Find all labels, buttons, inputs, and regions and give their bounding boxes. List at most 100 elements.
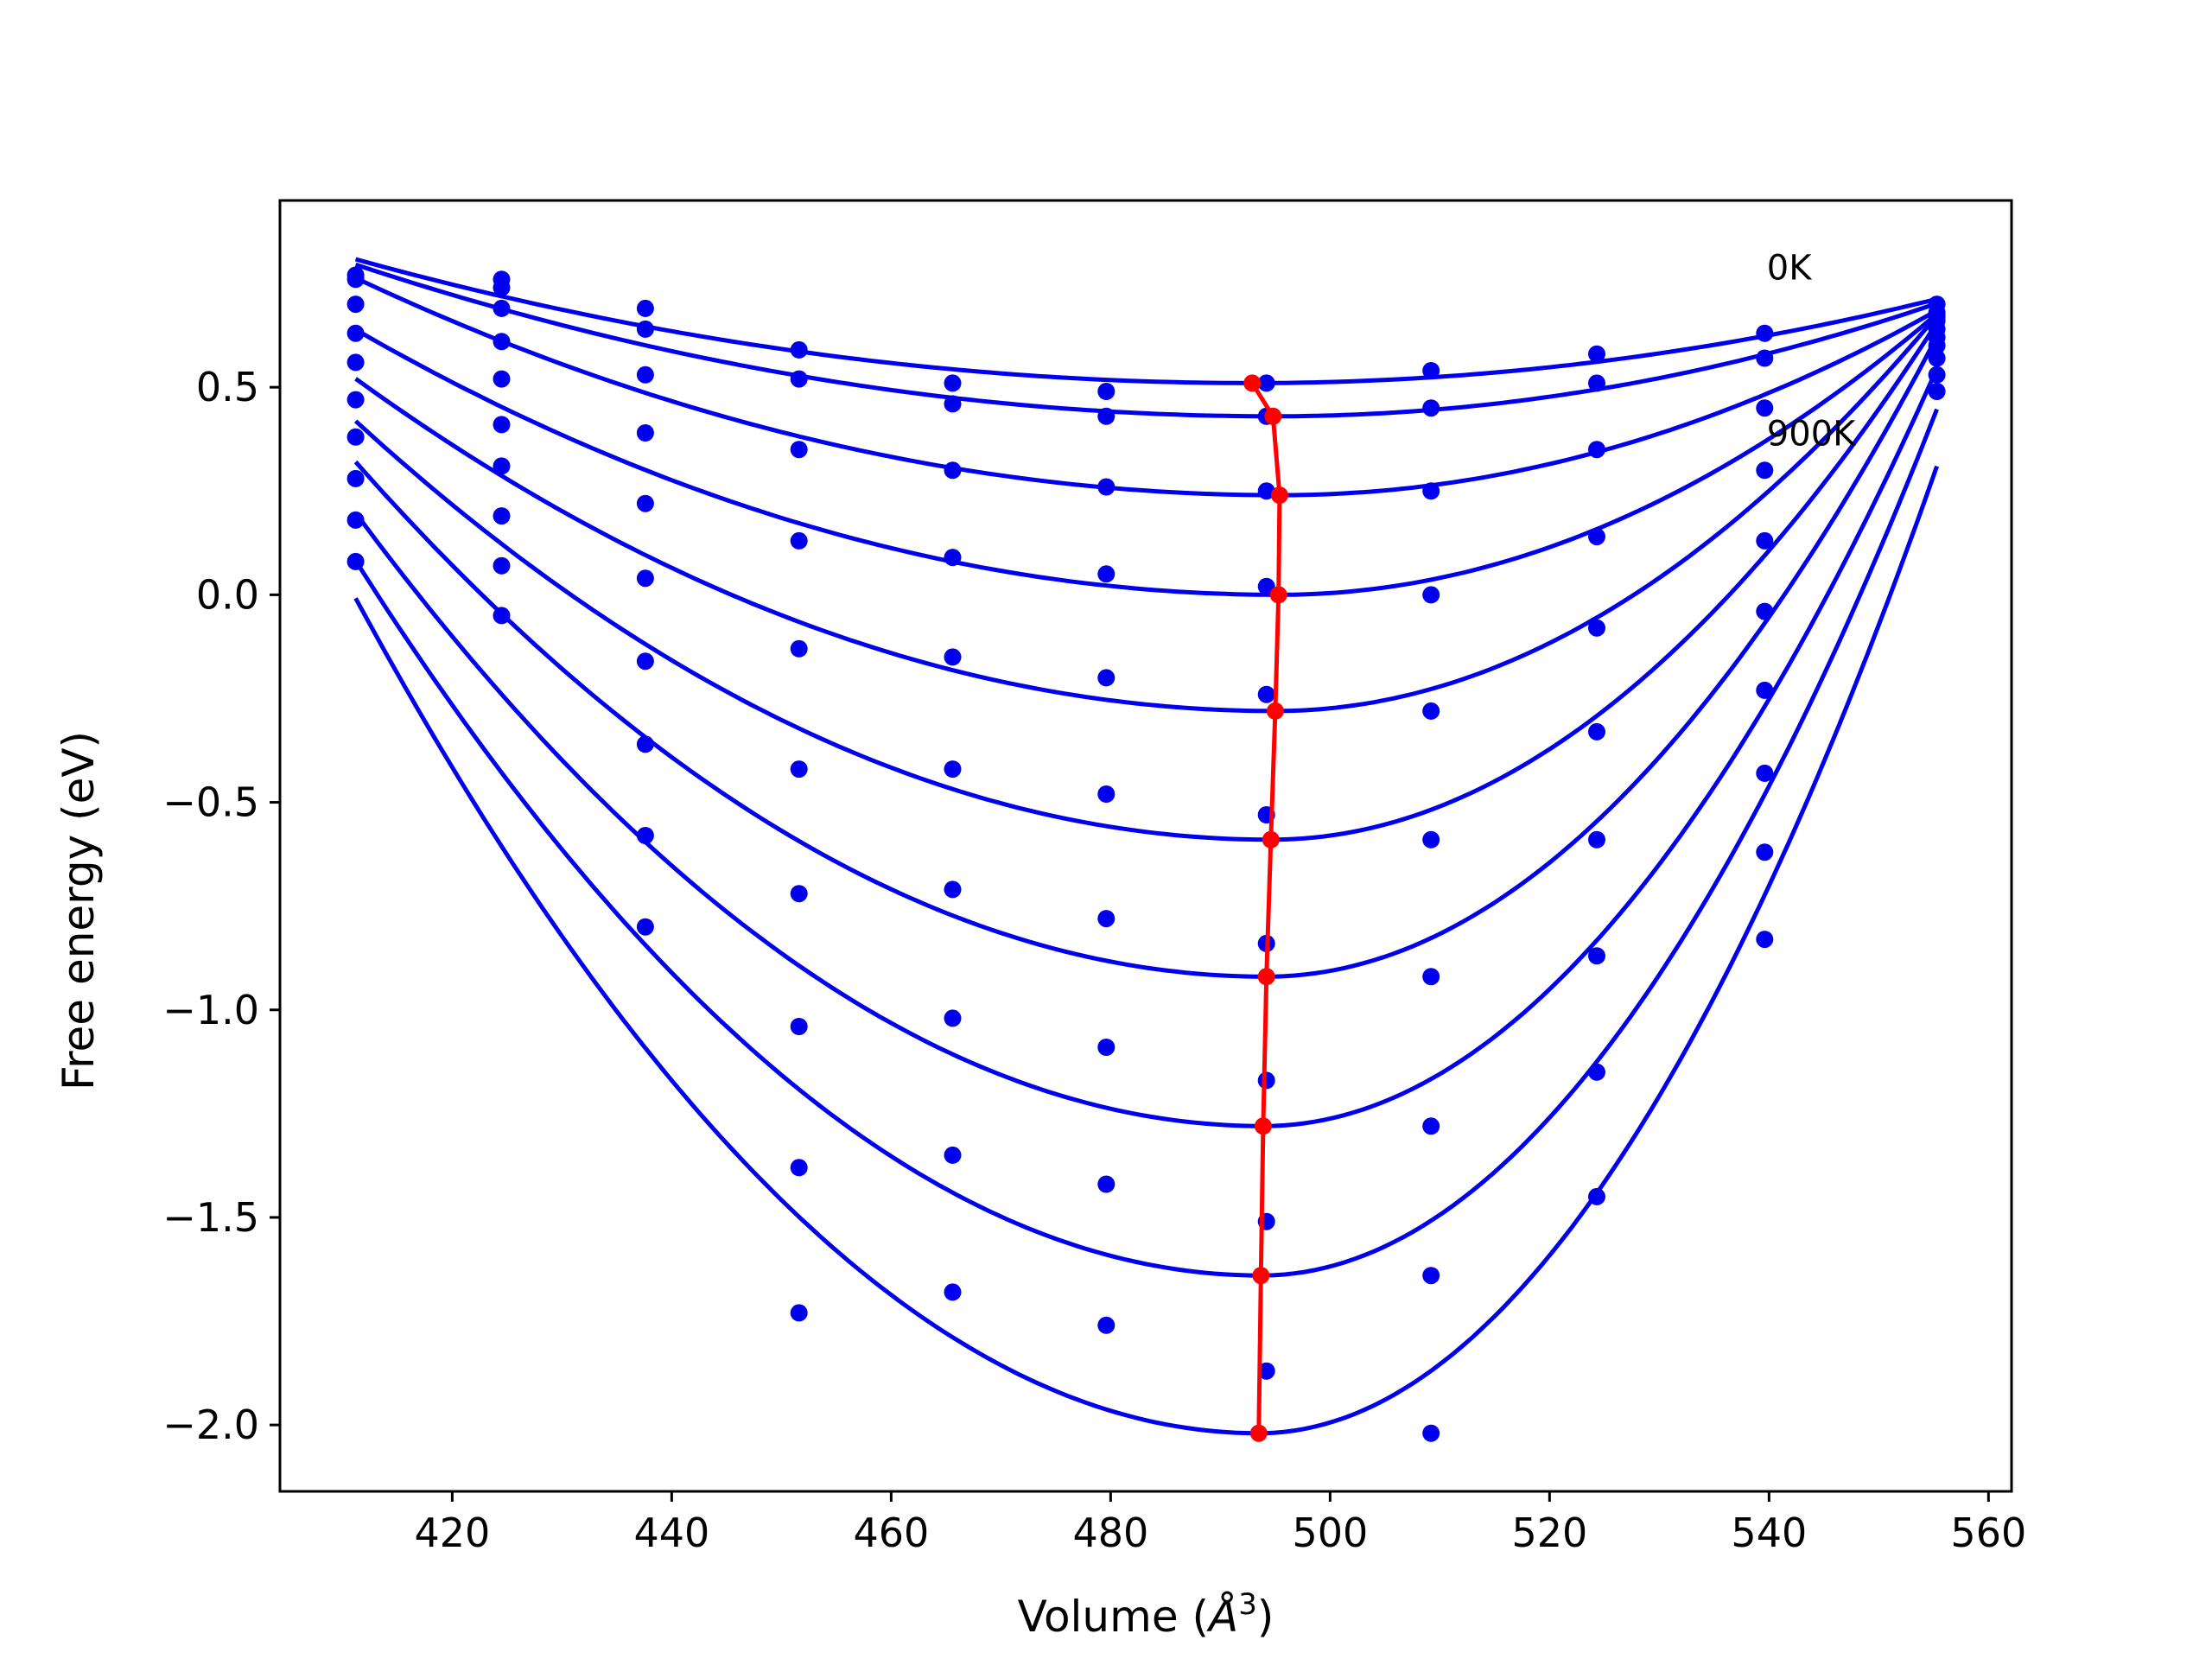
data-point-8-7 [1422, 1267, 1440, 1285]
data-point-5-3 [790, 760, 808, 779]
data-point-3-7 [1422, 586, 1440, 604]
fit-curve-4 [354, 314, 1939, 714]
y-tick-label-4: −1.5 [162, 1194, 259, 1241]
minimum-point-0 [1243, 374, 1262, 392]
data-point-9-7 [1422, 1424, 1440, 1442]
data-point-0-8 [1588, 345, 1605, 363]
data-point-6-0 [346, 428, 365, 446]
data-point-8-0 [346, 511, 365, 529]
data-point-0-6 [1257, 374, 1275, 392]
data-point-5-1 [493, 416, 511, 434]
data-point-7-3 [790, 1018, 808, 1035]
x-tick-label-5: 520 [1511, 1510, 1587, 1556]
x-tick-label-6: 540 [1731, 1510, 1807, 1556]
data-point-1-4 [944, 395, 962, 413]
data-point-2-1 [493, 299, 511, 317]
data-point-8-5 [1097, 1175, 1116, 1193]
fit-curves [353, 257, 1939, 1436]
data-point-6-5 [1097, 910, 1116, 928]
data-point-1-2 [636, 320, 654, 338]
x-axis-ticks: 420 440 460 480 500 520 540 560 [414, 1491, 2026, 1556]
data-point-8-9 [1756, 843, 1774, 861]
x-axis-label: Volume (Å3) [1018, 1587, 1274, 1642]
data-point-8-4 [944, 1146, 962, 1164]
minimum-path [1243, 374, 1288, 1442]
data-point-2-5 [1097, 478, 1116, 496]
data-point-8-10 [1928, 365, 1946, 384]
data-point-7-4 [944, 1009, 962, 1027]
data-point-7-0 [346, 469, 365, 487]
data-point-5-0 [346, 391, 365, 409]
data-point-0-4 [944, 374, 962, 392]
annotation-0: 0K [1767, 248, 1813, 288]
data-point-2-7 [1422, 482, 1440, 500]
fit-curve-5 [353, 321, 1939, 842]
data-point-0-7 [1422, 362, 1440, 379]
data-point-9-6 [1257, 1362, 1275, 1380]
minimum-point-7 [1254, 1117, 1272, 1135]
data-point-6-1 [493, 457, 511, 475]
data-point-8-2 [636, 827, 654, 844]
data-point-1-5 [1097, 407, 1116, 425]
data-point-9-3 [790, 1304, 808, 1322]
data-point-3-4 [944, 549, 962, 567]
data-point-6-7 [1422, 968, 1440, 986]
data-point-7-7 [1422, 1117, 1440, 1135]
x-tick-label-2: 460 [853, 1510, 929, 1556]
y-axis-ticks: 0.5 0.0 −0.5 −1.0 −1.5 −2.0 [162, 364, 280, 1448]
x-tick-label-4: 500 [1292, 1510, 1368, 1556]
minimum-point-5 [1262, 830, 1280, 849]
data-point-3-8 [1588, 528, 1605, 546]
x-tick-label-3: 480 [1072, 1510, 1148, 1556]
data-point-9-0 [346, 552, 365, 570]
data-point-0-5 [1097, 383, 1116, 400]
minimum-point-3 [1269, 586, 1287, 604]
annotations: 0K 900K [1767, 248, 1857, 454]
annotation-1: 900K [1767, 414, 1857, 454]
data-point-3-5 [1097, 565, 1116, 583]
minimum-point-9 [1249, 1424, 1268, 1442]
y-tick-label-1: 0.0 [196, 571, 259, 618]
data-point-5-9 [1756, 602, 1774, 620]
fit-curve-9 [353, 465, 1939, 1436]
data-point-1-8 [1588, 374, 1605, 392]
data-point-3-3 [790, 531, 808, 550]
data-point-9-10 [1928, 383, 1946, 400]
y-tick-label-0: 0.5 [196, 364, 259, 410]
data-point-0-2 [636, 299, 654, 317]
data-point-2-2 [636, 365, 654, 384]
fit-curve-6 [353, 335, 1939, 979]
minimum-point-6 [1257, 968, 1275, 986]
data-point-8-3 [790, 1159, 808, 1177]
fit-curve-2 [354, 276, 1938, 498]
data-point-3-1 [493, 333, 511, 351]
data-point-4-2 [636, 494, 654, 512]
data-point-1-1 [493, 278, 511, 296]
data-point-4-1 [493, 370, 511, 388]
data-point-0-3 [790, 340, 808, 359]
data-point-6-10 [1928, 337, 1946, 355]
data-point-2-6 [1257, 482, 1275, 500]
minimum-point-4 [1266, 702, 1284, 720]
data-point-9-4 [944, 1283, 962, 1301]
data-point-8-8 [1588, 1063, 1605, 1081]
y-axis-label: Free energy (eV) [54, 731, 104, 1090]
fit-curve-0 [354, 257, 1938, 385]
data-point-7-10 [1928, 349, 1946, 367]
data-point-4-8 [1588, 619, 1605, 637]
data-point-9-1 [493, 607, 511, 625]
data-point-4-4 [944, 648, 962, 666]
data-point-6-3 [790, 885, 808, 903]
data-point-7-9 [1756, 764, 1774, 782]
data-point-4-0 [346, 353, 365, 372]
data-point-1-7 [1422, 399, 1440, 417]
data-point-3-2 [636, 424, 654, 442]
minimum-point-1 [1264, 407, 1282, 425]
data-point-5-5 [1097, 785, 1116, 803]
data-point-1-0 [346, 270, 365, 289]
data-point-4-5 [1097, 669, 1116, 687]
minimum-point-8 [1252, 1267, 1270, 1285]
fit-curve-1 [354, 262, 1938, 419]
